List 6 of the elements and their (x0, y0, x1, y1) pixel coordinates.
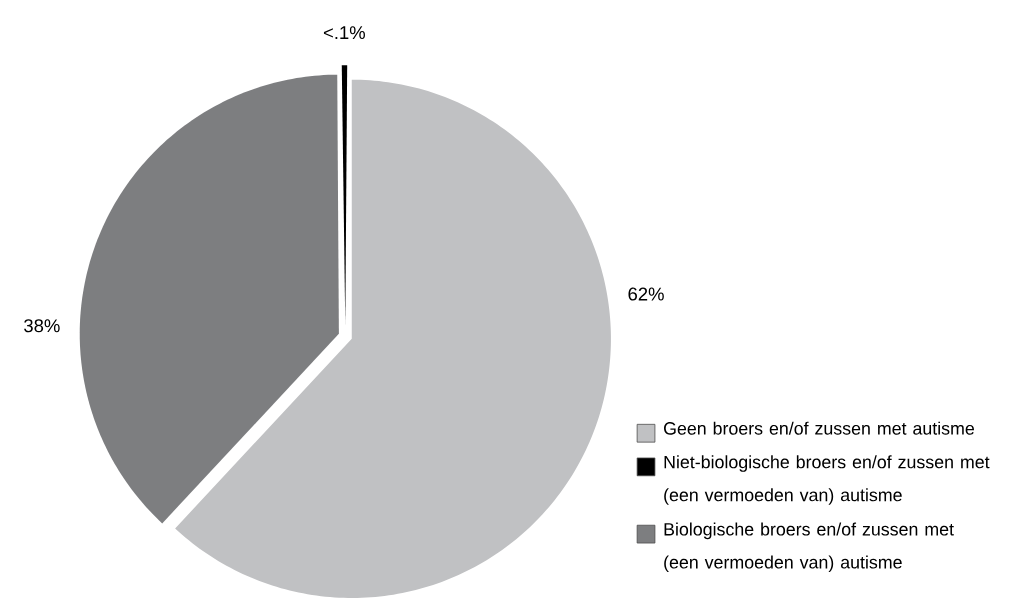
legend-label: Biologische broers en/of zussen met (een vermoeden van) autisme (664, 522, 954, 572)
data-label: 62% (628, 287, 664, 301)
legend-label: Niet-biologische broers en/of zussen met (een vermoeden van) autisme (664, 455, 990, 505)
legend-label: Geen broers en/of zussen met autisme (664, 421, 975, 435)
data-label: <.1% (323, 25, 365, 39)
data-label: 38% (24, 318, 60, 333)
